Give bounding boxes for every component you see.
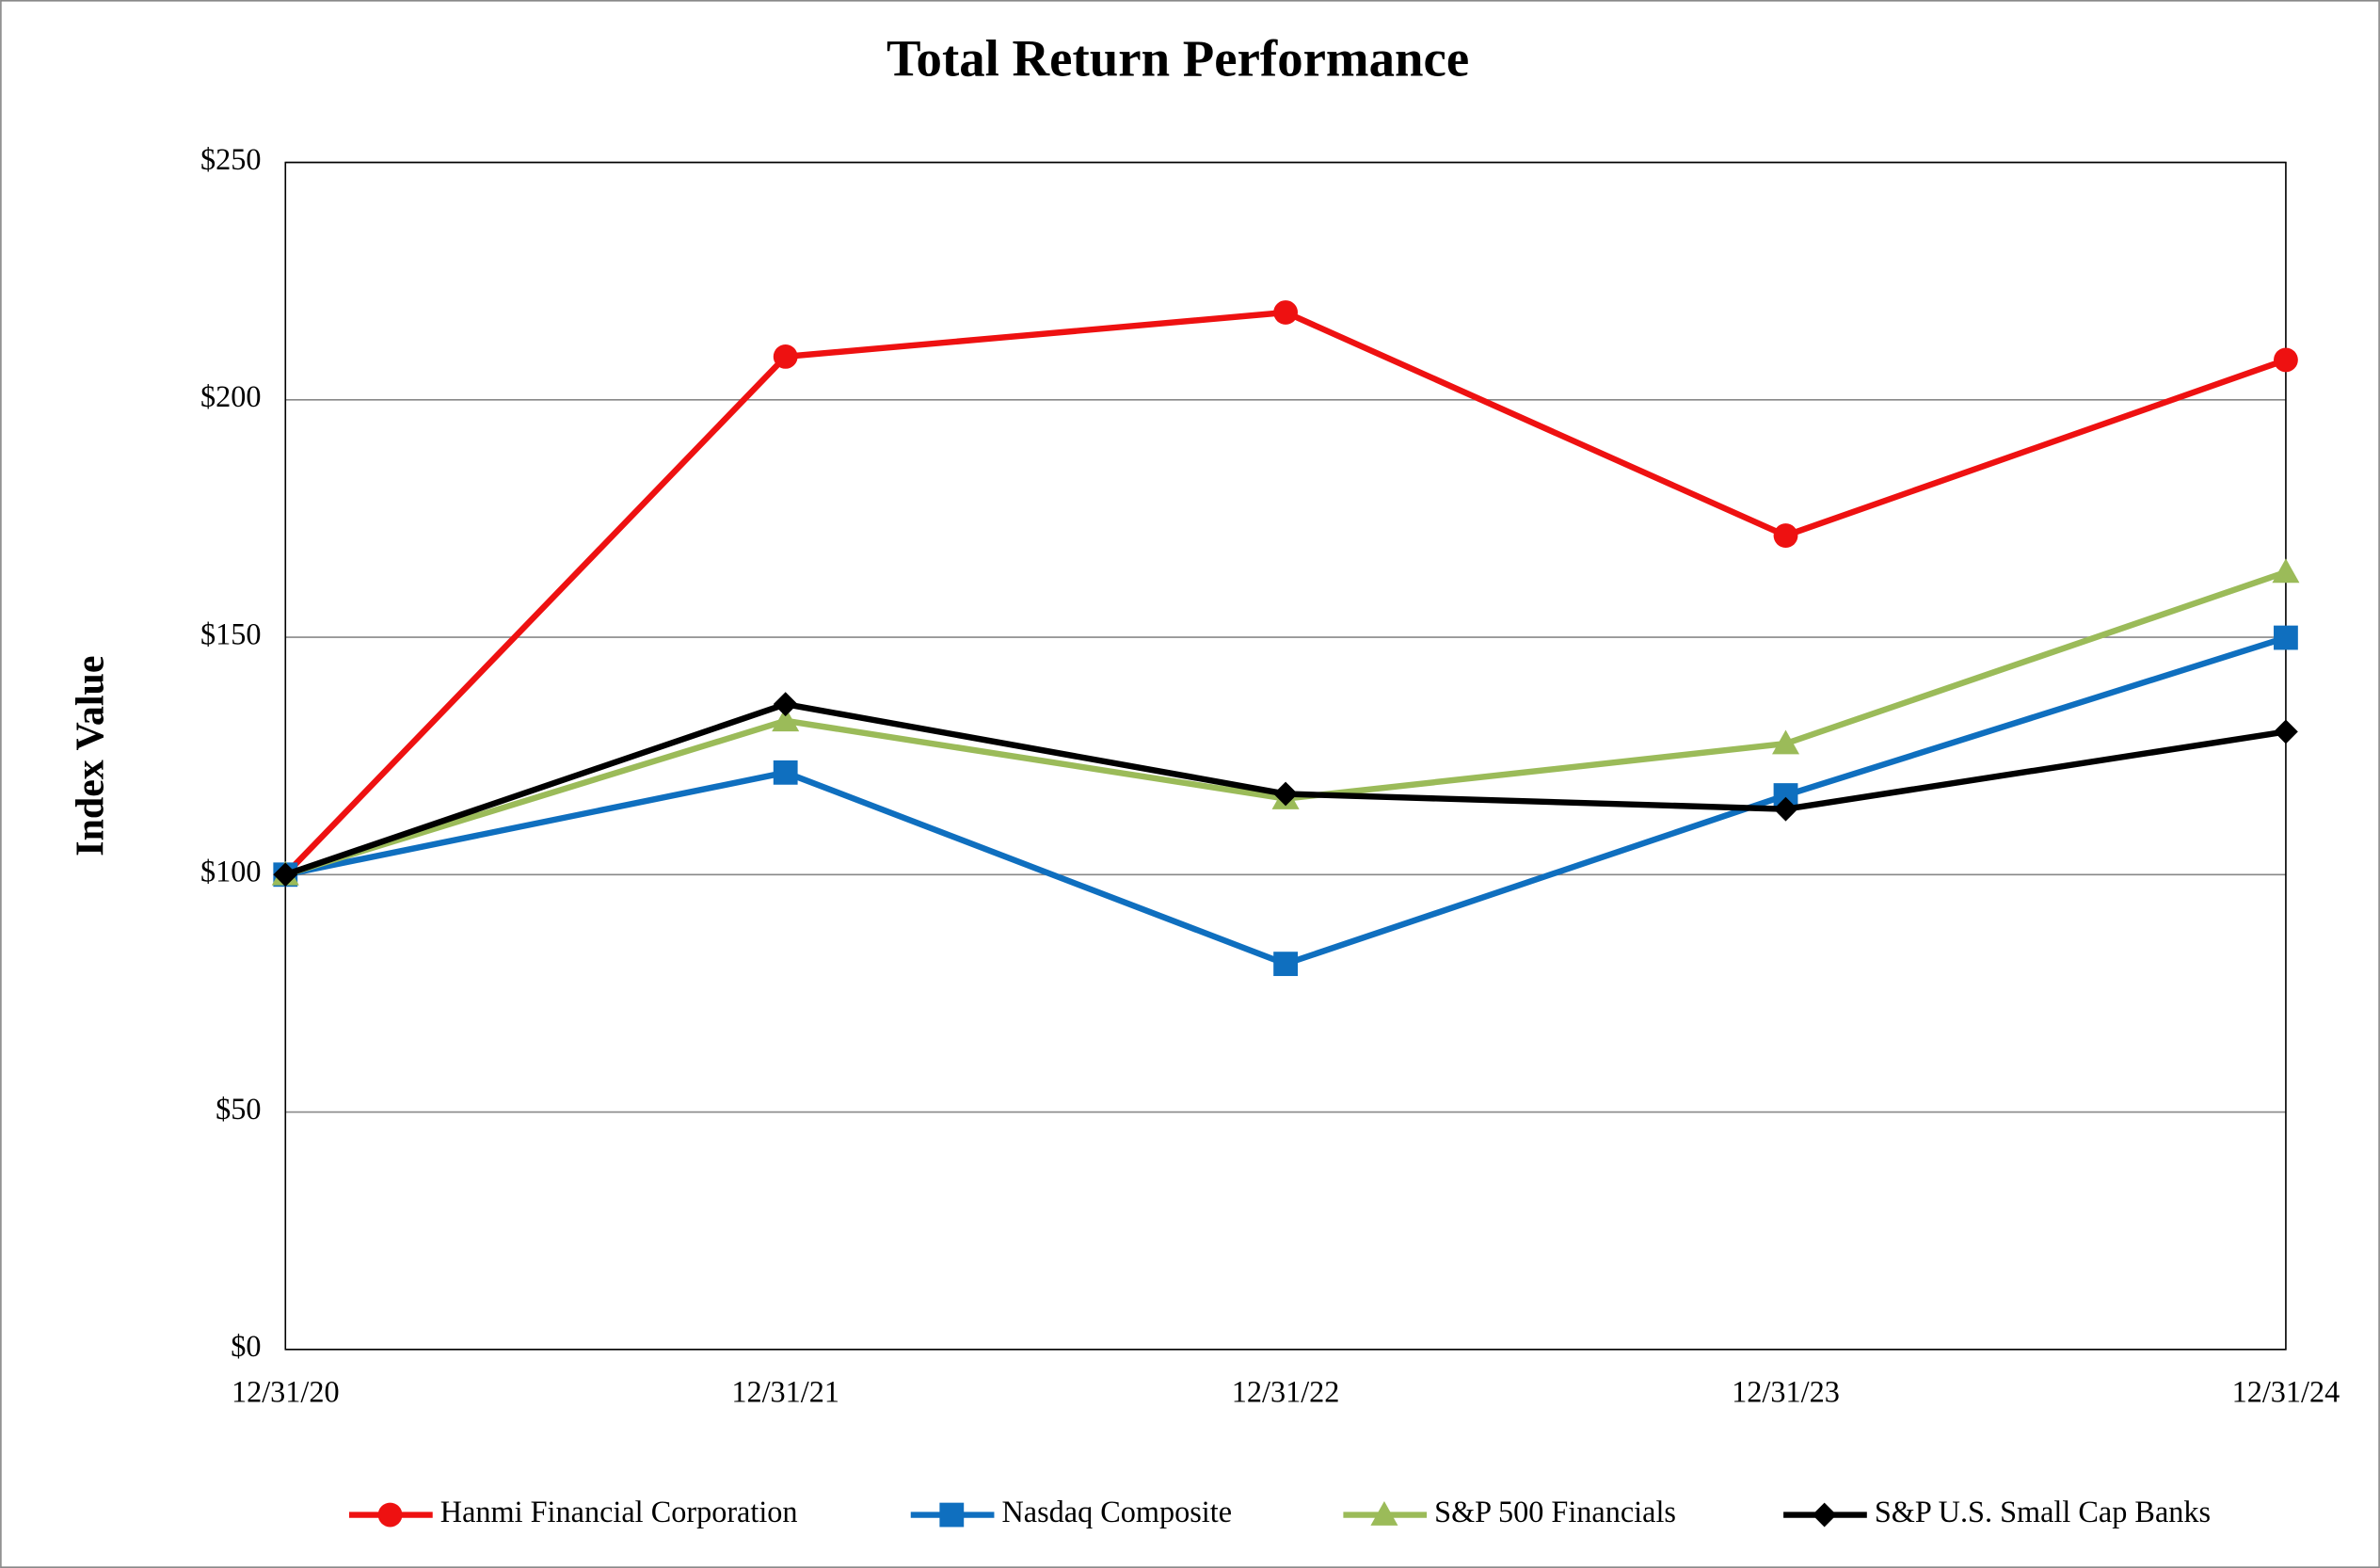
marker bbox=[773, 692, 798, 717]
x-tick-label: 12/31/24 bbox=[2232, 1375, 2340, 1409]
marker bbox=[1772, 729, 1800, 755]
plot-frame bbox=[284, 161, 2287, 1351]
marker bbox=[2274, 347, 2298, 373]
marker bbox=[773, 760, 798, 785]
marker bbox=[377, 1502, 403, 1528]
legend-label: S&P 500 Financials bbox=[1434, 1495, 1676, 1528]
x-tick-label: 12/31/22 bbox=[1232, 1375, 1340, 1409]
marker bbox=[1273, 781, 1299, 807]
y-tick-label: $50 bbox=[216, 1092, 261, 1126]
marker bbox=[2274, 625, 2298, 650]
marker bbox=[1773, 796, 1798, 822]
legend-label: Nasdaq Composite bbox=[1002, 1495, 1233, 1528]
y-tick-label: $200 bbox=[200, 379, 262, 413]
chart-title: Total Return Performance bbox=[887, 29, 1469, 87]
x-tick-label: 12/31/20 bbox=[232, 1375, 340, 1409]
x-tick-label: 12/31/21 bbox=[731, 1375, 839, 1409]
legend-label: S&P U.S. Small Cap Banks bbox=[1875, 1495, 2211, 1528]
marker bbox=[1273, 952, 1299, 977]
y-tick-label: $100 bbox=[200, 855, 262, 888]
y-axis-label: Index Value bbox=[70, 656, 113, 856]
marker bbox=[2272, 558, 2300, 584]
marker bbox=[2274, 719, 2298, 744]
marker bbox=[1370, 1501, 1398, 1526]
y-tick-label: $0 bbox=[231, 1329, 261, 1363]
y-tick-label: $250 bbox=[200, 142, 262, 176]
marker bbox=[1273, 300, 1299, 325]
marker bbox=[939, 1502, 965, 1528]
marker bbox=[273, 862, 298, 888]
y-tick-label: $150 bbox=[200, 616, 262, 650]
marker bbox=[772, 707, 800, 732]
legend-label: Hanmi Financial Corporation bbox=[440, 1495, 798, 1528]
marker bbox=[1773, 523, 1798, 548]
marker bbox=[773, 344, 798, 369]
x-tick-label: 12/31/23 bbox=[1732, 1375, 1840, 1409]
